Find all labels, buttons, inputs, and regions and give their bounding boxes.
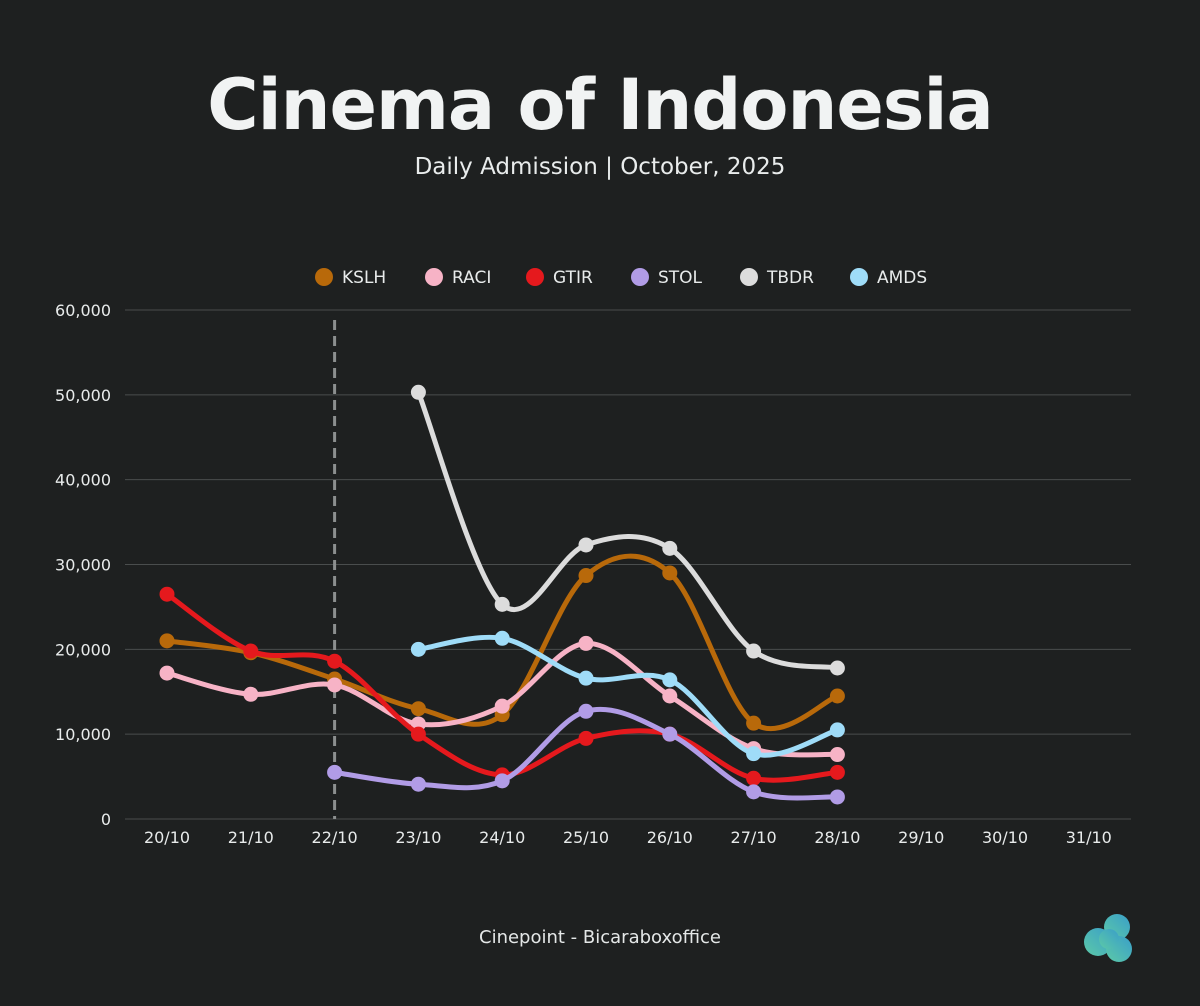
legend: KSLH RACI GTIR STOL TBDR AMDS [315,268,927,288]
legend-label: STOL [658,268,703,288]
series-line [415,389,840,671]
data-point [829,747,845,763]
series-line [164,591,840,783]
legend-item-kslh: KSLH [315,268,386,288]
x-tick-label: 22/10 [312,828,358,847]
data-point [410,384,426,400]
series-line [415,634,840,758]
data-point [829,789,845,805]
legend-item-tbdr: TBDR [740,268,814,288]
page-title: Cinema of Indonesia [207,64,993,146]
legend-label: RACI [452,268,491,288]
data-point [410,641,426,657]
legend-swatch [425,268,443,286]
data-point [243,686,259,702]
data-point [494,698,510,714]
data-point [494,630,510,646]
y-tick-label: 10,000 [55,725,111,744]
data-point [578,568,594,584]
data-point [578,537,594,553]
data-point [494,773,510,789]
legend-swatch [740,268,758,286]
data-point [578,635,594,651]
data-point [746,643,762,659]
y-tick-label: 0 [101,810,111,829]
series-lines [159,384,845,805]
series-amds [410,630,845,762]
x-tick-label: 21/10 [228,828,274,847]
y-tick-label: 50,000 [55,386,111,405]
legend-item-gtir: GTIR [526,268,593,288]
data-point [662,540,678,556]
series-line [164,553,840,732]
data-point [327,764,343,780]
legend-label: KSLH [342,268,386,288]
legend-label: GTIR [553,268,593,288]
data-point [662,565,678,581]
cinepoint-logo-icon [1084,914,1132,962]
y-tick-label: 20,000 [55,640,111,659]
data-point [159,633,175,649]
data-point [159,586,175,602]
x-tick-label: 20/10 [144,828,190,847]
x-tick-label: 25/10 [563,828,609,847]
source-credit: Cinepoint - Bicaraboxoffice [479,927,721,948]
legend-swatch [315,268,333,286]
data-point [410,726,426,742]
data-point [243,643,259,659]
series-gtir [159,586,845,786]
data-point [578,730,594,746]
data-point [327,677,343,693]
data-point [410,701,426,717]
page-subtitle: Daily Admission | October, 2025 [414,154,786,180]
y-tick-label: 60,000 [55,301,111,320]
data-point [746,784,762,800]
legend-item-amds: AMDS [850,268,927,288]
x-tick-label: 31/10 [1066,828,1112,847]
x-tick-label: 23/10 [395,828,441,847]
x-tick-label: 27/10 [731,828,777,847]
x-tick-label: 28/10 [814,828,860,847]
x-axis-ticks: 20/10 21/10 22/10 23/10 24/10 25/10 26/10 27/10… [144,828,1112,847]
data-point [662,672,678,688]
legend-label: TBDR [766,268,814,288]
x-tick-label: 29/10 [898,828,944,847]
legend-swatch [526,268,544,286]
data-point [829,688,845,704]
data-point [829,722,845,738]
data-point [829,764,845,780]
legend-label: AMDS [877,268,927,288]
grid-lines [125,309,1131,820]
data-point [578,703,594,719]
data-point [159,665,175,681]
data-point [746,715,762,731]
data-point [829,660,845,676]
data-point [662,726,678,742]
x-tick-label: 24/10 [479,828,525,847]
series-stol [327,703,845,805]
x-tick-label: 30/10 [982,828,1028,847]
legend-swatch [631,268,649,286]
legend-swatch [850,268,868,286]
y-tick-label: 40,000 [55,471,111,490]
data-point [746,770,762,786]
legend-item-stol: STOL [631,268,703,288]
data-point [410,776,426,792]
data-point [746,746,762,762]
data-point [494,596,510,612]
y-tick-label: 30,000 [55,556,111,575]
data-point [327,653,343,669]
data-point [662,688,678,704]
data-point [578,670,594,686]
x-tick-label: 26/10 [647,828,693,847]
series-tbdr [410,384,845,676]
y-axis-ticks: 0 10,000 20,000 30,000 40,000 50,000 60,000 [55,301,111,829]
legend-item-raci: RACI [425,268,491,288]
